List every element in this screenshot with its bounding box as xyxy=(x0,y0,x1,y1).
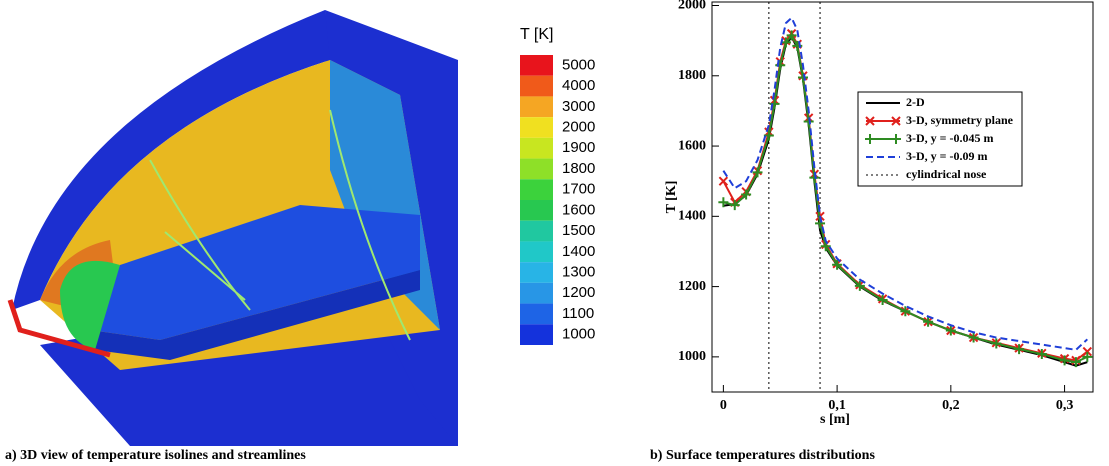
colorbar-swatch xyxy=(520,158,553,180)
colorbar-swatch xyxy=(520,75,553,97)
colorbar-swatch xyxy=(520,220,553,242)
colorbar-label: 1900 xyxy=(562,139,595,156)
marker xyxy=(991,338,1002,349)
y-tick-label: 1400 xyxy=(678,209,706,224)
marker xyxy=(820,241,831,252)
colorbar-swatch xyxy=(520,137,553,159)
streamlines xyxy=(149,109,411,341)
colorbar-label: 5000 xyxy=(562,56,595,73)
marker xyxy=(832,259,843,270)
marker xyxy=(891,134,901,144)
colorbar-label: 1100 xyxy=(562,305,594,322)
colorbar-label: 1800 xyxy=(562,160,595,177)
marker xyxy=(763,130,774,141)
legend-label: cylindrical nose xyxy=(906,167,987,181)
colorbar-swatch xyxy=(520,282,553,304)
plot-frame xyxy=(711,1,1094,393)
colorbar: 5000 4000 3000 2000 1900 1800 1700 1600 1500 1400… xyxy=(520,55,595,345)
x-tick-label: 0,2 xyxy=(942,398,960,413)
marker xyxy=(1014,344,1025,355)
colorbar-swatch xyxy=(520,324,553,345)
colorbar-swatch xyxy=(520,117,553,138)
marker xyxy=(968,332,979,343)
marker xyxy=(786,30,797,41)
marker xyxy=(865,116,875,126)
marker xyxy=(877,294,888,305)
y-tick-label: 1800 xyxy=(678,68,706,83)
body-top xyxy=(90,205,420,340)
3d-render xyxy=(7,10,458,446)
series-line xyxy=(723,33,1088,364)
colorbar-title: T [K] xyxy=(520,26,554,43)
y-tick-label: 1600 xyxy=(678,138,706,153)
marker xyxy=(780,37,791,48)
marker xyxy=(900,306,911,317)
legend-label: 3-D, y = -0.09 m xyxy=(906,149,988,163)
colorbar-label: 1500 xyxy=(562,222,595,239)
legend-label: 2-D xyxy=(906,95,925,109)
colorbar-swatch xyxy=(520,96,553,118)
colorbar-label: 1200 xyxy=(562,284,595,301)
colorbar-label: 4000 xyxy=(562,77,595,94)
marker xyxy=(945,325,956,336)
marker xyxy=(1070,357,1081,368)
stagnation-line xyxy=(7,299,111,358)
x-tick-label: 0,3 xyxy=(1056,398,1074,413)
marker xyxy=(775,60,786,71)
x-tick-label: 0 xyxy=(720,398,727,413)
y-tick-label: 1000 xyxy=(678,349,706,364)
colorbar-label: 1000 xyxy=(562,326,595,343)
marker xyxy=(1082,351,1093,362)
body-side xyxy=(90,270,420,360)
shock-shell xyxy=(12,10,330,310)
caption-b: b) Surface temperatures distributions xyxy=(650,448,875,463)
caption-a: a) 3D view of temperature isolines and s… xyxy=(5,448,306,463)
colorbar-label: 1600 xyxy=(562,201,595,218)
legend-label: 3-D, y = -0.045 m xyxy=(906,131,994,145)
legend-label: 3-D, symmetry plane xyxy=(906,113,1014,127)
marker xyxy=(718,197,729,208)
x-axis-label: s [m] xyxy=(820,412,850,427)
colorbar-swatch xyxy=(520,179,553,200)
colorbar-label: 3000 xyxy=(562,98,595,115)
marker xyxy=(752,167,763,178)
colorbar-label: 2000 xyxy=(562,118,595,135)
colorbar-label: 1300 xyxy=(562,263,595,280)
marker xyxy=(1036,349,1047,360)
x-tick-label: 0,1 xyxy=(828,398,846,413)
colorbar-swatch xyxy=(520,303,553,325)
colorbar-swatch xyxy=(520,200,553,221)
marker xyxy=(1059,355,1070,366)
nose xyxy=(60,260,120,350)
marker xyxy=(865,134,875,144)
marker xyxy=(741,189,752,200)
marker xyxy=(854,280,865,291)
marker xyxy=(729,200,740,211)
marker xyxy=(923,316,934,327)
colorbar-label: 1400 xyxy=(562,243,595,260)
series-line xyxy=(722,16,1088,351)
marker xyxy=(769,98,780,109)
colorbar-swatch xyxy=(520,241,553,263)
marker xyxy=(891,116,901,126)
colorbar-swatch xyxy=(520,55,553,76)
marker xyxy=(718,176,729,186)
marker xyxy=(797,72,808,83)
colorbar-label: 1700 xyxy=(562,181,595,198)
colorbar-swatch xyxy=(520,262,553,283)
y-axis-label: T [K] xyxy=(664,181,679,214)
y-tick-label: 1200 xyxy=(678,279,706,294)
y-tick-label: 2000 xyxy=(678,0,706,13)
marker xyxy=(1082,346,1093,357)
